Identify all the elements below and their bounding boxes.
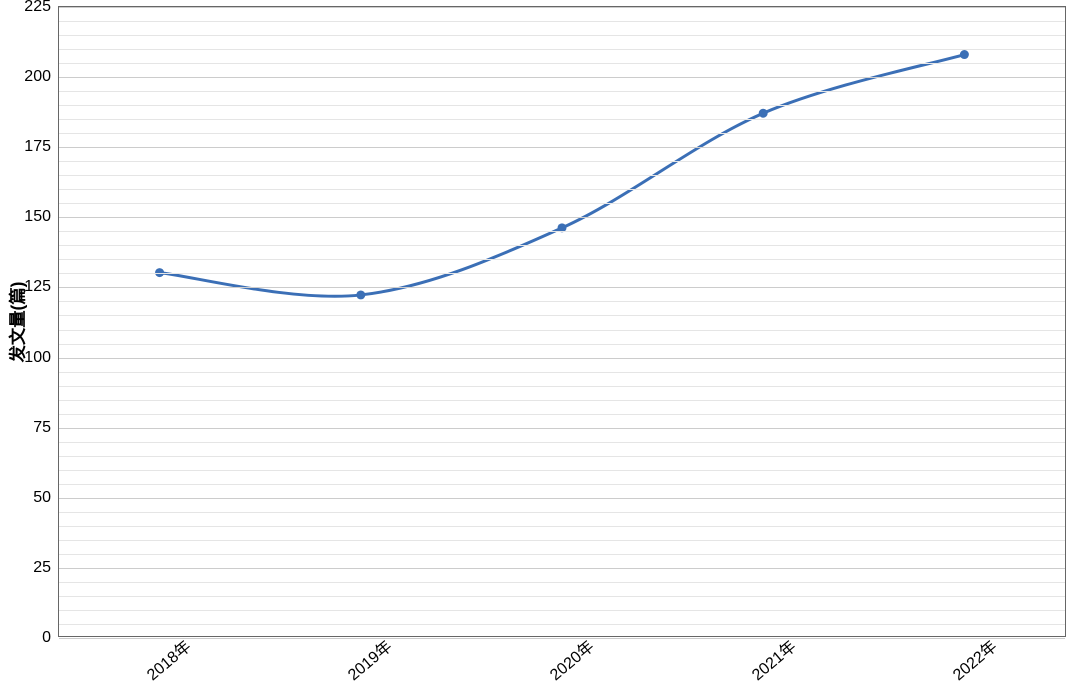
- gridline-minor: [59, 91, 1065, 92]
- y-tick-label: 150: [24, 208, 59, 226]
- gridline-minor: [59, 596, 1065, 597]
- gridline-major: [59, 498, 1065, 499]
- gridline-minor: [59, 175, 1065, 176]
- y-tick-label: 0: [42, 629, 59, 647]
- gridline-minor: [59, 610, 1065, 611]
- gridline-major: [59, 568, 1065, 569]
- gridline-minor: [59, 301, 1065, 302]
- gridline-minor: [59, 344, 1065, 345]
- gridline-minor: [59, 470, 1065, 471]
- gridline-major: [59, 287, 1065, 288]
- gridline-minor: [59, 161, 1065, 162]
- gridline-minor: [59, 21, 1065, 22]
- gridline-minor: [59, 512, 1065, 513]
- gridline-minor: [59, 203, 1065, 204]
- gridline-minor: [59, 35, 1065, 36]
- gridline-minor: [59, 540, 1065, 541]
- gridline-minor: [59, 105, 1065, 106]
- gridline-minor: [59, 273, 1065, 274]
- gridline-minor: [59, 386, 1065, 387]
- gridline-minor: [59, 259, 1065, 260]
- y-tick-label: 100: [24, 349, 59, 367]
- x-tick-label: 2022年: [946, 633, 1001, 685]
- gridline-minor: [59, 554, 1065, 555]
- gridline-minor: [59, 63, 1065, 64]
- gridline-major: [59, 7, 1065, 8]
- data-point[interactable]: [759, 109, 768, 118]
- gridline-minor: [59, 231, 1065, 232]
- gridline-minor: [59, 400, 1065, 401]
- chart-svg: [59, 7, 1065, 636]
- gridline-minor: [59, 414, 1065, 415]
- gridline-minor: [59, 372, 1065, 373]
- plot-area: 02550751001251501752002252018年2019年2020年…: [58, 6, 1066, 637]
- data-point[interactable]: [356, 290, 365, 299]
- gridline-major: [59, 428, 1065, 429]
- gridline-minor: [59, 315, 1065, 316]
- gridline-minor: [59, 189, 1065, 190]
- gridline-minor: [59, 484, 1065, 485]
- gridline-minor: [59, 526, 1065, 527]
- gridline-minor: [59, 456, 1065, 457]
- gridline-minor: [59, 245, 1065, 246]
- gridline-minor: [59, 624, 1065, 625]
- gridline-major: [59, 147, 1065, 148]
- y-tick-label: 25: [33, 559, 59, 577]
- gridline-minor: [59, 133, 1065, 134]
- x-tick-label: 2018年: [140, 633, 195, 685]
- gridline-minor: [59, 582, 1065, 583]
- y-tick-label: 75: [33, 419, 59, 437]
- gridline-minor: [59, 442, 1065, 443]
- y-tick-label: 50: [33, 489, 59, 507]
- gridline-minor: [59, 330, 1065, 331]
- y-tick-label: 125: [24, 278, 59, 296]
- x-tick-label: 2019年: [342, 633, 397, 685]
- x-tick-label: 2021年: [745, 633, 800, 685]
- y-tick-label: 200: [24, 68, 59, 86]
- y-tick-label: 225: [24, 0, 59, 16]
- line-chart: 发文量(篇) 02550751001251501752002252018年201…: [0, 0, 1080, 697]
- gridline-minor: [59, 49, 1065, 50]
- data-point[interactable]: [960, 50, 969, 59]
- gridline-minor: [59, 119, 1065, 120]
- gridline-major: [59, 77, 1065, 78]
- gridline-major: [59, 638, 1065, 639]
- gridline-major: [59, 358, 1065, 359]
- gridline-major: [59, 217, 1065, 218]
- x-tick-label: 2020年: [543, 633, 598, 685]
- y-tick-label: 175: [24, 138, 59, 156]
